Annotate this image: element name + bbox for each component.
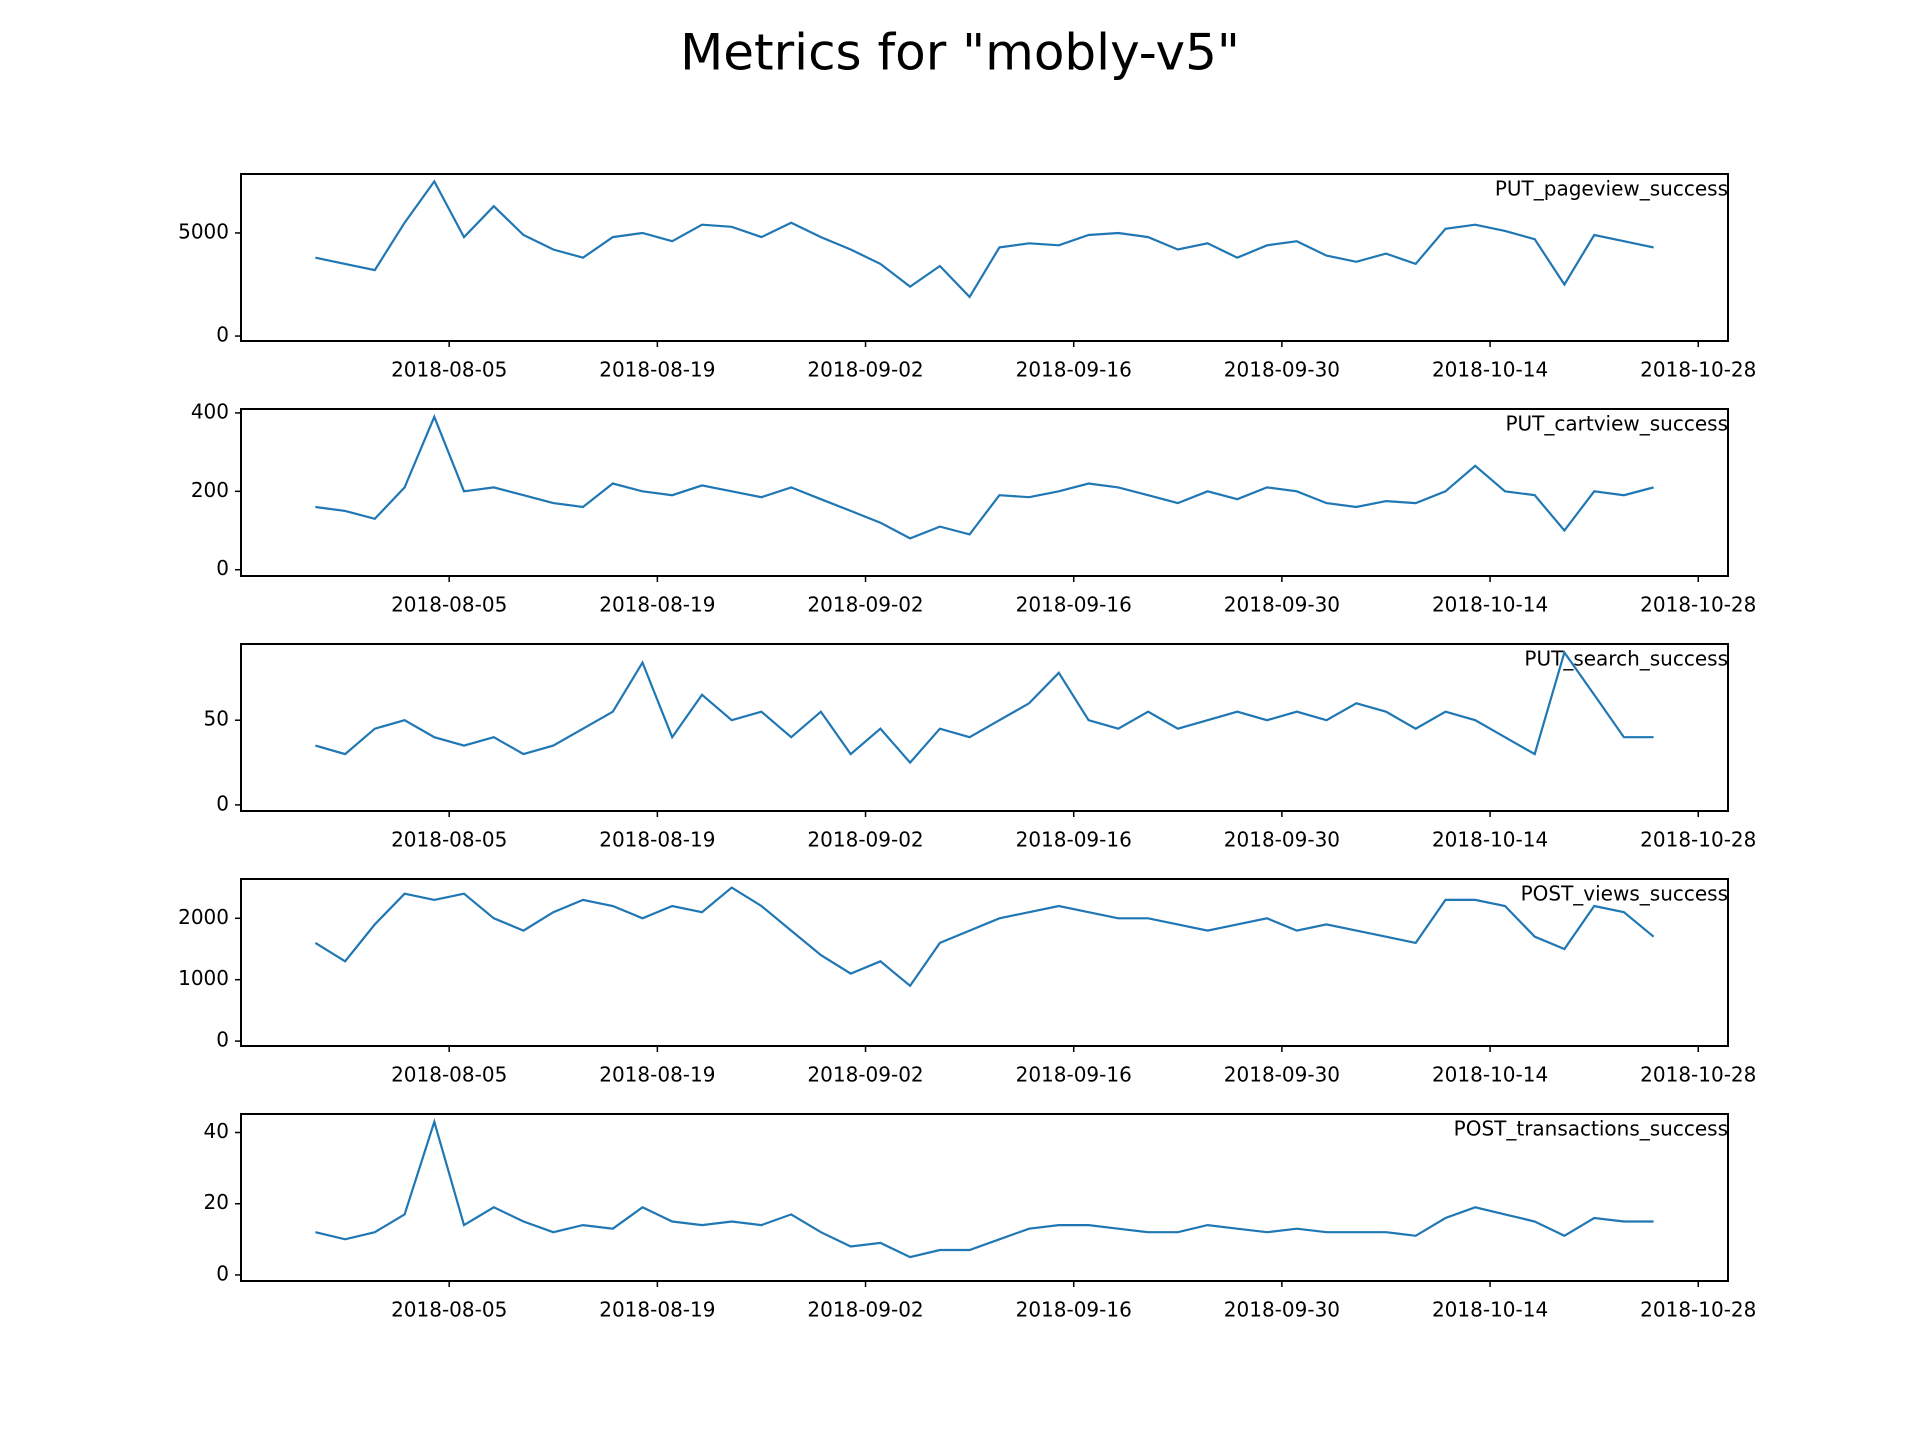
x-tick-label: 2018-08-05 [391, 1063, 507, 1087]
y-tick-label: 20 [204, 1190, 229, 1214]
y-tick-label: 0 [216, 556, 229, 580]
y-tick-label: 50 [204, 707, 229, 731]
x-tick-label: 2018-08-05 [391, 1298, 507, 1322]
x-tick-label: 2018-10-28 [1640, 828, 1756, 852]
x-tick-label: 2018-09-02 [807, 1298, 923, 1322]
y-tick-label: 0 [216, 323, 229, 347]
axes-frame [240, 643, 1729, 812]
x-tick-label: 2018-08-05 [391, 828, 507, 852]
figure-title: Metrics for "mobly-v5" [680, 24, 1240, 82]
x-tick-label: 2018-09-16 [1016, 358, 1132, 382]
subplot-title: POST_views_success [1521, 882, 1728, 906]
series-line [315, 1118, 1654, 1259]
y-tick-label: 1000 [178, 966, 229, 990]
x-tick-label: 2018-09-16 [1016, 828, 1132, 852]
x-tick-label: 2018-08-05 [391, 593, 507, 617]
y-tick-label: 0 [216, 1028, 229, 1052]
x-tick-label: 2018-10-14 [1432, 593, 1548, 617]
x-tick-label: 2018-10-14 [1432, 1298, 1548, 1322]
series-line [314, 886, 1655, 988]
x-tick-label: 2018-10-28 [1640, 593, 1756, 617]
y-tick-label: 400 [191, 399, 229, 423]
y-tick-label: 0 [216, 1261, 229, 1285]
x-tick-label: 2018-09-30 [1224, 1298, 1340, 1322]
x-tick-label: 2018-09-30 [1224, 593, 1340, 617]
x-tick-label: 2018-10-14 [1432, 358, 1548, 382]
x-tick-label: 2018-08-19 [599, 593, 715, 617]
y-tick-label: 200 [191, 478, 229, 502]
x-tick-label: 2018-09-30 [1224, 1063, 1340, 1087]
x-tick-label: 2018-10-28 [1640, 358, 1756, 382]
x-tick-label: 2018-08-19 [599, 828, 715, 852]
axes-frame [240, 173, 1729, 342]
x-tick-label: 2018-09-02 [807, 358, 923, 382]
x-tick-label: 2018-10-14 [1432, 828, 1548, 852]
x-tick-label: 2018-09-02 [807, 593, 923, 617]
x-tick-label: 2018-09-02 [807, 828, 923, 852]
x-tick-label: 2018-09-30 [1224, 358, 1340, 382]
axes-frame [240, 408, 1729, 577]
y-tick-label: 0 [216, 791, 229, 815]
series-line [315, 179, 1654, 299]
axes-frame [240, 1113, 1729, 1282]
x-tick-label: 2018-09-16 [1016, 1298, 1132, 1322]
x-tick-label: 2018-10-28 [1640, 1063, 1756, 1087]
y-tick-label: 40 [204, 1119, 229, 1143]
subplot-title: POST_transactions_success [1454, 1117, 1728, 1141]
x-tick-label: 2018-08-19 [599, 1298, 715, 1322]
x-tick-label: 2018-09-16 [1016, 593, 1132, 617]
series-line [315, 413, 1654, 540]
x-tick-label: 2018-08-19 [599, 1063, 715, 1087]
x-tick-label: 2018-09-30 [1224, 828, 1340, 852]
axes-frame [240, 878, 1729, 1047]
x-tick-label: 2018-10-14 [1432, 1063, 1548, 1087]
subplot-title: PUT_search_success [1524, 647, 1728, 671]
y-tick-label: 2000 [178, 905, 229, 929]
x-tick-label: 2018-10-28 [1640, 1298, 1756, 1322]
subplot-title: PUT_pageview_success [1495, 177, 1728, 201]
y-tick-label: 5000 [178, 219, 229, 243]
x-tick-label: 2018-08-19 [599, 358, 715, 382]
subplot-title: PUT_cartview_success [1505, 412, 1728, 436]
x-tick-label: 2018-09-02 [807, 1063, 923, 1087]
series-line [315, 650, 1654, 765]
x-tick-label: 2018-08-05 [391, 358, 507, 382]
x-tick-label: 2018-09-16 [1016, 1063, 1132, 1087]
